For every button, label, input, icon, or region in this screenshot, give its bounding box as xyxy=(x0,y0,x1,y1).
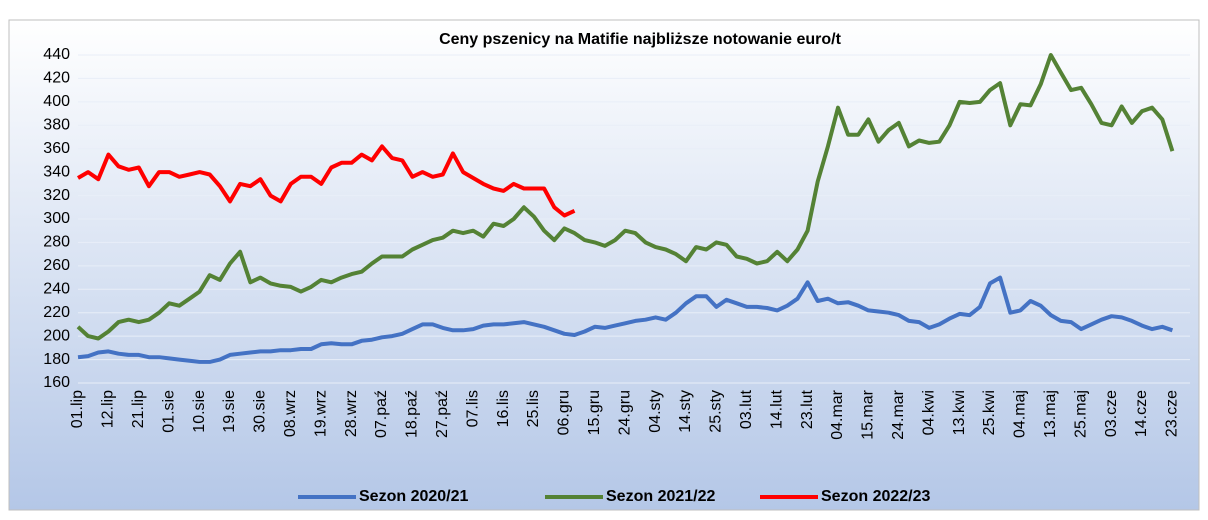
y-tick-label: 340 xyxy=(43,163,70,180)
x-tick-label: 04.maj xyxy=(1012,390,1029,438)
x-tick-label: 19.sie xyxy=(221,390,238,433)
x-tick-label: 01.sie xyxy=(160,390,177,433)
x-tick-label: 24.gru xyxy=(616,390,633,435)
x-tick-label: 23.lut xyxy=(799,389,816,429)
x-tick-label: 04.sty xyxy=(647,390,664,433)
series-line xyxy=(76,53,1175,341)
x-tick-label: 14.lut xyxy=(768,389,785,429)
y-tick-label: 320 xyxy=(43,187,70,204)
chart-title: Ceny pszenicy na Matifie najbliższe noto… xyxy=(439,31,842,48)
legend-label: Sezon 2022/23 xyxy=(821,488,931,505)
y-tick-label: 380 xyxy=(43,117,70,134)
y-tick-label: 360 xyxy=(43,140,70,157)
x-tick-label: 15.gru xyxy=(586,390,603,435)
x-tick-label: 07.lis xyxy=(464,390,481,427)
legend-label: Sezon 2021/22 xyxy=(606,488,716,505)
x-tick-label: 14.sty xyxy=(677,390,694,433)
x-tick-label: 01.lip xyxy=(69,390,86,428)
x-tick-label: 08.wrz xyxy=(282,390,299,437)
y-tick-label: 440 xyxy=(43,46,70,63)
x-tick-label: 18.paź xyxy=(404,390,421,438)
y-tick-label: 180 xyxy=(43,351,70,368)
x-tick-label: 13.maj xyxy=(1042,390,1059,438)
series-line xyxy=(77,275,1174,364)
y-tick-label: 160 xyxy=(43,374,70,391)
x-tick-label: 12.lip xyxy=(100,390,117,428)
y-tick-label: 300 xyxy=(43,210,70,227)
y-tick-label: 420 xyxy=(43,70,70,87)
x-tick-label: 24.mar xyxy=(890,389,907,439)
x-tick-label: 25.maj xyxy=(1072,390,1089,438)
x-tick-label: 19.wrz xyxy=(312,390,329,437)
x-tick-label: 06.gru xyxy=(556,390,573,435)
x-tick-label: 16.lis xyxy=(495,390,512,427)
x-tick-label: 27.paź xyxy=(434,390,451,438)
series-line xyxy=(76,144,576,218)
x-tick-label: 23.cze xyxy=(1164,390,1181,437)
x-tick-label: 10.sie xyxy=(191,390,208,433)
x-tick-label: 14.cze xyxy=(1133,390,1150,437)
y-tick-label: 220 xyxy=(43,304,70,321)
x-tick-label: 25.kwi xyxy=(981,390,998,435)
x-tick-label: 03.cze xyxy=(1103,390,1120,437)
y-tick-label: 200 xyxy=(43,327,70,344)
x-tick-label: 07.paź xyxy=(373,390,390,438)
x-tick-label: 28.wrz xyxy=(343,390,360,437)
x-tick-label: 13.kwi xyxy=(951,390,968,435)
x-tick-label: 21.lip xyxy=(130,390,147,428)
x-tick-label: 25.sty xyxy=(708,390,725,433)
y-tick-label: 260 xyxy=(43,257,70,274)
x-tick-label: 04.mar xyxy=(829,389,846,439)
x-tick-label: 03.lut xyxy=(738,389,755,429)
y-tick-label: 280 xyxy=(43,234,70,251)
y-tick-label: 400 xyxy=(43,93,70,110)
x-tick-label: 04.kwi xyxy=(920,390,937,435)
legend-label: Sezon 2020/21 xyxy=(359,488,469,505)
y-tick-label: 240 xyxy=(43,281,70,298)
x-tick-label: 15.mar xyxy=(860,389,877,439)
x-tick-label: 30.sie xyxy=(252,390,269,433)
x-tick-label: 25.lis xyxy=(525,390,542,427)
